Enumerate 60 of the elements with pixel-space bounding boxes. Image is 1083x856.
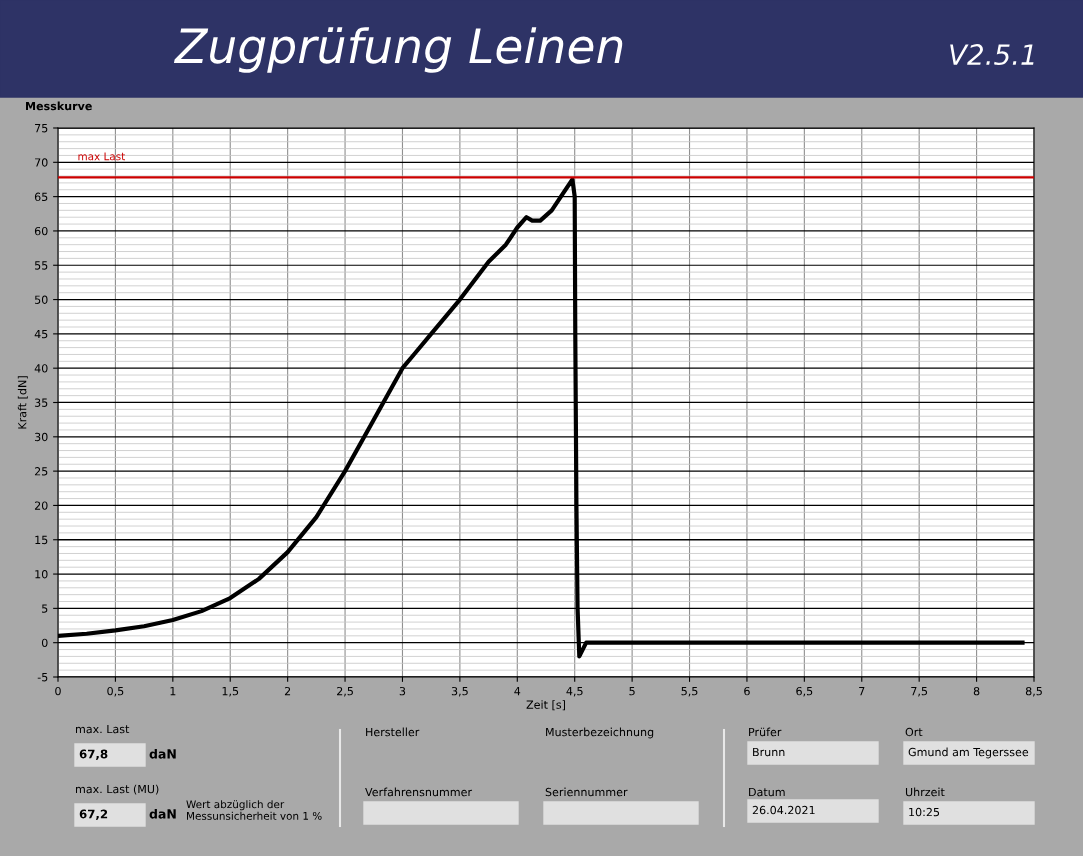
y-tick-label: 55 — [35, 261, 48, 270]
text: Prüfer — [749, 727, 782, 737]
y-tick-label: 40 — [34, 364, 48, 373]
text: V2.5.1 — [950, 44, 1034, 66]
text: Datum — [749, 787, 785, 797]
text: 26.04.2021 — [752, 805, 815, 815]
x-tick-label: 5 — [629, 687, 635, 696]
y-tick-label: 60 — [34, 226, 48, 236]
x-tick-label: 4,5 — [566, 687, 583, 697]
x-tick-label: 1,5 — [222, 687, 239, 697]
x-tick-label: 4 — [514, 687, 521, 696]
x-tick-label: 3,5 — [451, 686, 468, 697]
y-axis-title: Kraft [dN] — [17, 376, 28, 429]
chart-title: Zugprüfung Leinen — [173, 27, 623, 73]
x-tick-label: 8,5 — [1025, 686, 1042, 697]
chart-subtitle: Messkurve — [26, 101, 92, 111]
x-tick-label: 2,5 — [337, 686, 353, 697]
x-tick-label: 7 — [859, 687, 865, 696]
y-tick-label: 50 — [35, 295, 48, 304]
text: max. Last — [76, 724, 130, 734]
y-tick-label: 30 — [34, 432, 48, 442]
text: Ort — [905, 727, 923, 737]
text: daN — [149, 748, 176, 759]
y-tick-label: 65 — [34, 192, 48, 201]
y-tick-label: 10 — [35, 570, 48, 579]
text: Brunn — [753, 747, 785, 757]
text: 67,2 — [79, 809, 108, 820]
y-tick-label: -5 — [37, 673, 48, 682]
x-tick-label: 3 — [399, 686, 406, 696]
text: 10:25 — [909, 807, 940, 817]
x-tick-label: 1 — [170, 687, 176, 696]
y-tick-label: 75 — [35, 124, 48, 133]
y-tick-label: 0 — [41, 638, 48, 648]
x-tick-label: 6 — [744, 686, 750, 696]
y-tick-label: 20 — [34, 501, 48, 510]
text: Verfahrensnummer — [365, 787, 473, 797]
y-tick-label: 45 — [34, 330, 48, 339]
text: Hersteller — [366, 727, 420, 737]
y-tick-label: 15 — [35, 535, 48, 545]
x-tick-label: 2 — [284, 686, 291, 696]
x-tick-label: 5,5 — [681, 687, 698, 697]
x-tick-label: 7,5 — [911, 687, 928, 697]
text: Gmund am Tegerssee — [908, 747, 1029, 759]
y-tick-label: 5 — [42, 604, 48, 613]
y-tick-label: 25 — [34, 467, 48, 476]
y-tick-label: 35 — [34, 398, 48, 407]
x-tick-label: 8 — [973, 686, 980, 696]
text: 67,8 — [79, 749, 108, 760]
text: Musterbezeichnung — [546, 727, 654, 739]
ref-line-label: max Last — [78, 152, 125, 161]
x-tick-label: 6,5 — [796, 686, 813, 697]
text: Wert abzüglich der Messunsicherheit von 1 % — [186, 800, 322, 820]
text: daN — [149, 808, 176, 819]
text: max. Last (MU) — [76, 784, 159, 795]
x-tick-label: 0,5 — [107, 686, 124, 697]
x-axis-title: Zeit [s] — [526, 700, 565, 711]
y-tick-label: 70 — [35, 158, 48, 167]
text: Seriennummer — [545, 787, 628, 797]
x-tick-label: 0 — [55, 686, 61, 696]
text: Uhrzeit — [905, 787, 945, 797]
